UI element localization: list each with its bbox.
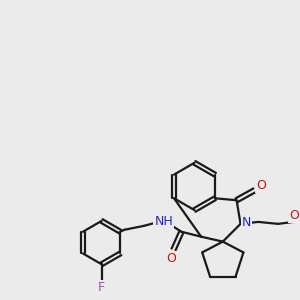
Text: O: O — [167, 252, 176, 265]
Text: NH: NH — [154, 215, 173, 228]
Text: F: F — [98, 281, 105, 294]
Text: O: O — [289, 209, 299, 223]
Text: O: O — [256, 179, 266, 192]
Text: N: N — [242, 216, 251, 230]
